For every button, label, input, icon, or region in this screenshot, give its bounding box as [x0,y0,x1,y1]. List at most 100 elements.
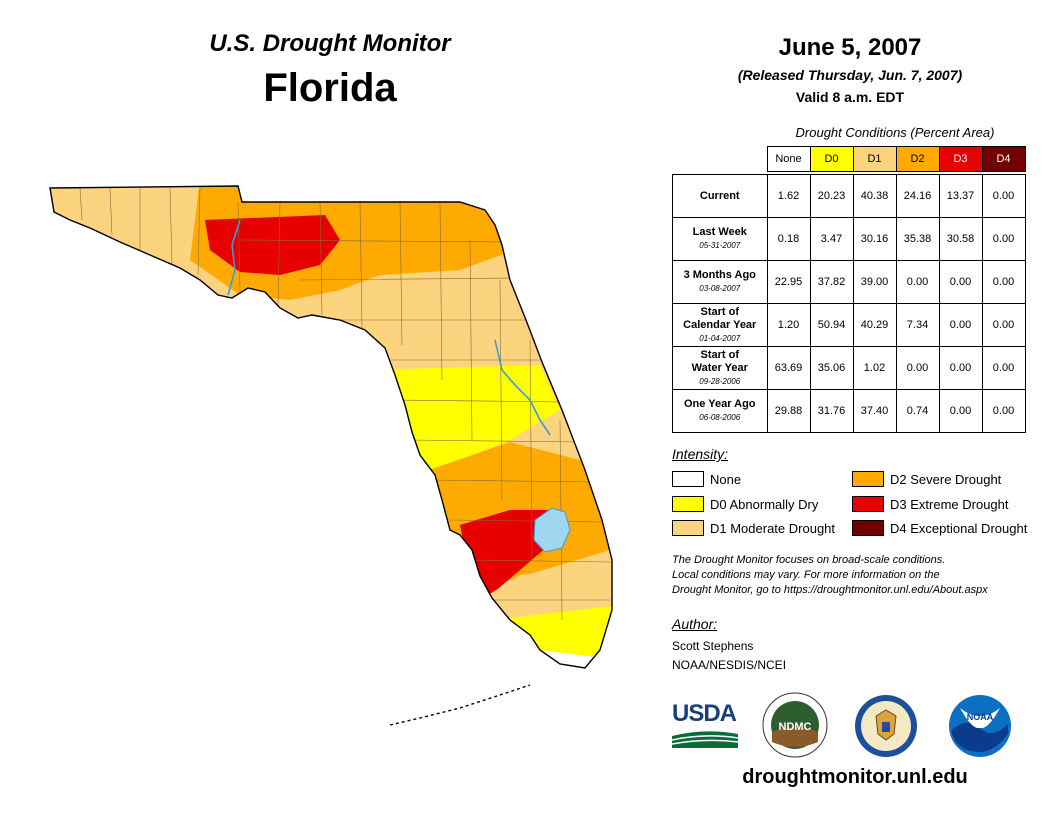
table-row: One Year Ago 06-08-2006 29.88 31.76 37.40… [672,389,1026,433]
value-d4: 0.00 [981,389,1026,433]
value-d0: 20.23 [809,174,854,218]
value-d1: 39.00 [852,260,897,304]
header-spacer [673,147,768,172]
header-none: None [766,146,811,172]
legend-label: None [710,471,742,487]
row-label: 3 Months Ago 03-08-2007 [672,260,768,304]
state-outline [49,185,613,669]
value-d3: 0.00 [938,303,983,347]
value-d4: 0.00 [981,346,1026,390]
author-block: Scott Stephens NOAA/NESDIS/NCEI [672,637,786,675]
usda-fields-icon [671,731,739,748]
note-line: Local conditions may vary. For more info… [672,569,940,581]
legend-label: D4 Exceptional Drought [890,520,1028,536]
legend-item-d4: D4 Exceptional Drought [852,520,1027,536]
legend-swatch [852,496,884,512]
note-line: The Drought Monitor focuses on broad-sca… [672,554,946,566]
value-d1: 40.38 [852,174,897,218]
header-d0: D0 [809,146,854,172]
st-johns-river [494,339,551,436]
header-d1: D1 [852,146,897,172]
commerce-seal-logo [855,695,917,757]
legend-item-d2: D2 Severe Drought [852,471,1001,487]
value-d3: 0.00 [938,260,983,304]
zone-d0-south [510,605,612,668]
value-none: 0.18 [766,217,811,261]
value-d0: 37.82 [809,260,854,304]
value-d1: 40.29 [852,303,897,347]
author-name: Scott Stephens [672,639,754,653]
legend-item-d1: D1 Moderate Drought [672,520,835,536]
value-d3: 13.37 [938,174,983,218]
legend-label: D2 Severe Drought [890,471,1002,487]
lake-okeechobee [533,507,571,553]
state-title: Florida [263,66,397,110]
value-d2: 24.16 [895,174,940,218]
legend-label: D3 Extreme Drought [890,496,1009,512]
zone-d3-south [460,510,555,600]
svg-text:NDMC: NDMC [779,721,812,733]
author-org: NOAA/NESDIS/NCEI [672,658,787,672]
table-row: Current 1.62 20.23 40.38 24.16 13.37 0.0… [672,174,1026,218]
map-date: June 5, 2007 [778,34,922,61]
value-d0: 3.47 [809,217,854,261]
header-d4: D4 [981,146,1026,172]
value-none: 29.88 [766,389,811,433]
legend-item-none: None [672,471,741,487]
legend-label: D0 Abnormally Dry [710,496,819,512]
footer-url-link[interactable]: droughtmonitor.unl.edu [742,766,968,788]
legend-item-d0: D0 Abnormally Dry [672,496,818,512]
row-label: One Year Ago 06-08-2006 [672,389,768,433]
county-lines [79,187,611,621]
legend-swatch [852,520,884,536]
valid-time: Valid 8 a.m. EDT [795,89,905,105]
legend-swatch [672,471,704,487]
table-header-row: None D0 D1 D2 D3 D4 [673,146,1026,172]
table-row: Start of Water Year 09-28-2006 63.69 35.06… [672,346,1026,390]
row-label: Last Week 05-31-2007 [672,217,768,261]
table-row: Start of Calendar Year 01-04-2007 1.20 50.… [672,303,1026,347]
legend-swatch [672,496,704,512]
zone-d1-south [480,565,612,615]
value-d2: 0.00 [895,260,940,304]
apalachicola-river [227,219,241,296]
header-d3: D3 [938,146,983,172]
ndmc-logo: NDMC [762,692,828,758]
value-d4: 0.00 [981,217,1026,261]
value-d4: 0.00 [981,260,1026,304]
value-none: 22.95 [766,260,811,304]
usda-logo: USDA [671,700,739,748]
value-d1: 1.02 [852,346,897,390]
row-label: Start of Water Year 09-28-2006 [672,346,768,390]
value-d1: 37.40 [852,389,897,433]
row-label: Start of Calendar Year 01-04-2007 [672,303,768,347]
value-d3: 0.00 [938,389,983,433]
value-none: 1.62 [766,174,811,218]
value-d0: 31.76 [809,389,854,433]
value-d2: 35.38 [895,217,940,261]
legend-label: D1 Moderate Drought [710,520,836,536]
legend-swatch [672,520,704,536]
value-d1: 30.16 [852,217,897,261]
table-row: Last Week 05-31-2007 0.18 3.47 30.16 35.3… [672,217,1026,261]
florida-keys [389,684,531,726]
row-label: Current [672,174,768,218]
legend-item-d3: D3 Extreme Drought [852,496,1009,512]
note-line: Drought Monitor, go to https://droughtmo… [672,584,988,596]
author-title: Author: [672,616,718,632]
value-d3: 0.00 [938,346,983,390]
value-d2: 7.34 [895,303,940,347]
value-d4: 0.00 [981,174,1026,218]
monitor-title: U.S. Drought Monitor [209,30,451,57]
value-d2: 0.00 [895,346,940,390]
value-d3: 30.58 [938,217,983,261]
noaa-logo: NOAA [949,695,1011,757]
drought-conditions-table: None D0 D1 D2 D3 D4 Current 1.62 20.23 4… [672,146,1026,433]
value-d0: 50.94 [809,303,854,347]
value-none: 1.20 [766,303,811,347]
release-date: (Released Thursday, Jun. 7, 2007) [737,67,963,83]
table-caption: Drought Conditions (Percent Area) [795,125,995,140]
value-d0: 35.06 [809,346,854,390]
legend-swatch [852,471,884,487]
value-d2: 0.74 [895,389,940,433]
